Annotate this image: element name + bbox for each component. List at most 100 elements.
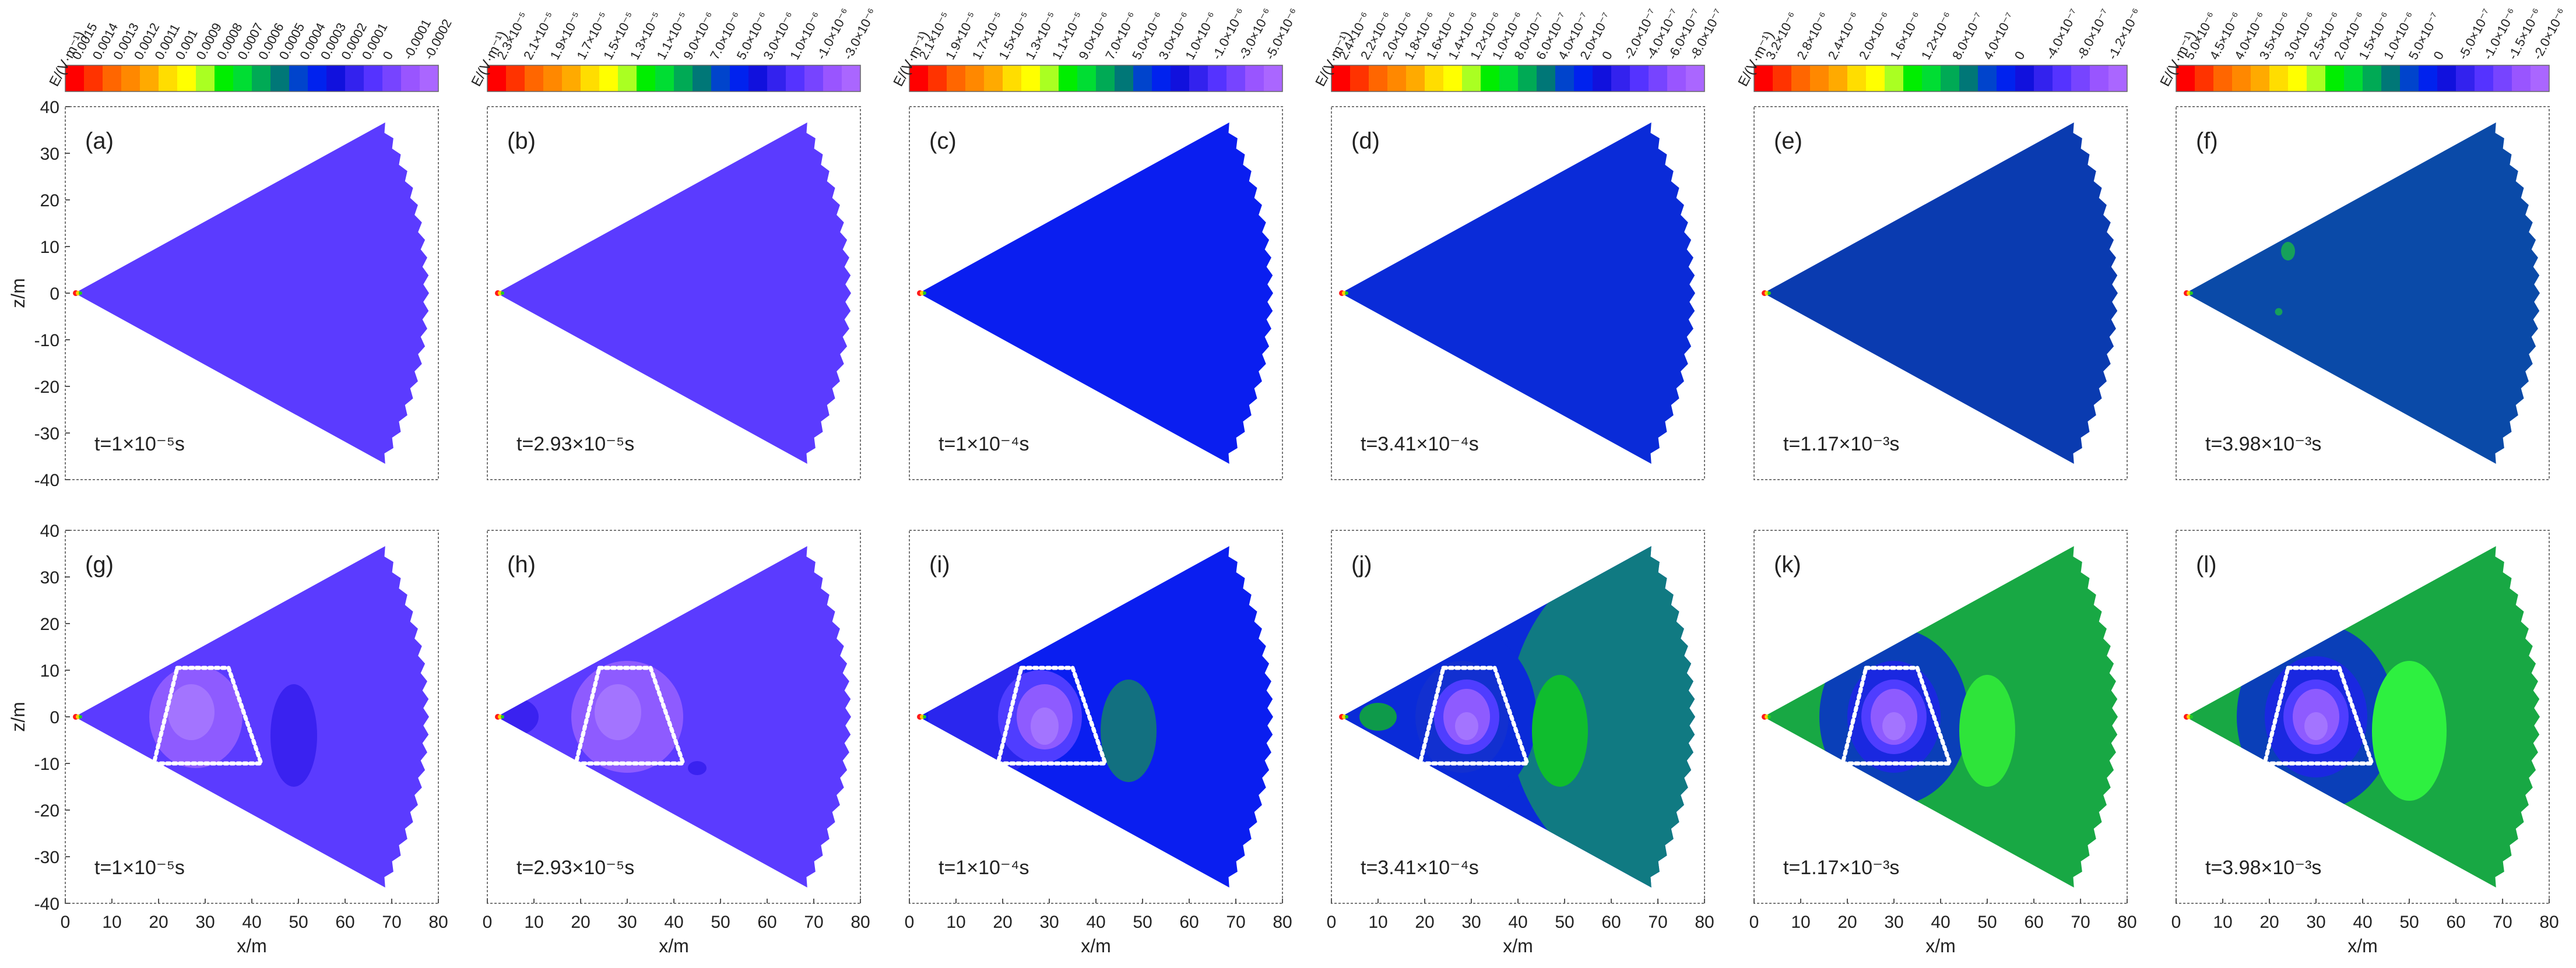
x-tick-label: 60 xyxy=(757,913,776,932)
colorbar-swatch xyxy=(1773,65,1792,91)
fan-region xyxy=(919,122,1273,464)
colorbar-swatch xyxy=(1387,65,1407,91)
x-tick-label: 70 xyxy=(382,913,401,932)
colorbar-swatch xyxy=(965,65,985,91)
y-tick-label: 30 xyxy=(40,568,59,587)
panel-label: (f) xyxy=(2196,128,2218,154)
y-tick-label: -40 xyxy=(34,895,59,914)
x-tick-label: 30 xyxy=(2306,913,2325,932)
colorbar-swatch xyxy=(1059,65,1078,91)
colorbar-swatch xyxy=(984,65,1003,91)
panel-label: (g) xyxy=(85,552,114,578)
colorbar-swatch xyxy=(1077,65,1097,91)
colorbar-swatch xyxy=(581,65,600,91)
panel-label: (i) xyxy=(929,552,950,578)
field-contour xyxy=(2315,146,2327,160)
y-tick-label: 30 xyxy=(40,145,59,164)
colorbar-3: 2.1×10⁻⁵1.9×10⁻⁵1.7×10⁻⁵1.5×10⁻⁵1.3×10⁻⁵… xyxy=(890,6,1302,92)
colorbar-swatch xyxy=(65,65,85,91)
colorbar-swatch xyxy=(674,65,693,91)
x-tick-label: 30 xyxy=(1461,913,1481,932)
field-contours xyxy=(497,661,707,775)
x-tick-label: 60 xyxy=(1601,913,1621,932)
colorbar-swatch xyxy=(1096,65,1115,91)
panel-i: (i) t=1×10⁻⁴s 0 10 20 30 40 50 60 70 80 x/m xyxy=(905,530,1292,956)
colorbar-swatch xyxy=(2475,65,2494,91)
colorbar-swatch xyxy=(103,65,122,91)
colorbar-swatch xyxy=(2512,65,2531,91)
plot-frame xyxy=(2176,106,2550,480)
anomaly-outline xyxy=(995,666,1108,766)
x-tick-label: 80 xyxy=(1695,913,1714,932)
panel-c: (c) t=1×10⁻⁴s xyxy=(909,106,1283,480)
x-tick-label: 10 xyxy=(524,913,543,932)
fan-region xyxy=(75,546,429,888)
field-contour xyxy=(1031,707,1059,745)
colorbar-swatch xyxy=(2493,65,2512,91)
x-tick-label: 30 xyxy=(1884,913,1903,932)
colorbar-swatch xyxy=(1630,65,1649,91)
panel-b: (b) t=2.93×10⁻⁵s xyxy=(487,106,861,480)
colorbar-swatch xyxy=(140,65,159,91)
colorbar-swatch xyxy=(177,65,196,91)
colorbar-swatch xyxy=(84,65,103,91)
fan-region xyxy=(1341,122,1695,464)
colorbar-swatch xyxy=(2307,65,2326,91)
x-tick-label: 20 xyxy=(149,913,168,932)
y-tick-label: 40 xyxy=(40,522,59,541)
x-tick-label: 30 xyxy=(1039,913,1059,932)
panel-f: (f) t=3.98×10⁻³s xyxy=(2176,106,2550,480)
colorbar-swatch xyxy=(730,65,749,91)
x-axis-label: x/m xyxy=(2347,935,2378,956)
colorbar-swatch xyxy=(326,65,346,91)
field-contour xyxy=(688,761,707,775)
x-tick-label: 50 xyxy=(1977,913,1997,932)
field-contour xyxy=(2199,703,2237,731)
colorbar-swatch xyxy=(1350,65,1369,91)
source-marker xyxy=(923,715,926,719)
source-marker xyxy=(923,291,926,295)
colorbar-swatch xyxy=(1941,65,1960,91)
x-tick-label: 10 xyxy=(1791,913,1810,932)
x-tick-label: 70 xyxy=(804,913,823,932)
anomaly-outline xyxy=(573,666,686,766)
colorbar-swatch xyxy=(842,65,861,91)
time-label: t=3.98×10⁻³s xyxy=(2205,433,2321,455)
colorbar-swatch xyxy=(2363,65,2382,91)
colorbar-tick-label: 0 xyxy=(1599,49,1615,62)
x-tick-label: 50 xyxy=(2399,913,2419,932)
field-contour xyxy=(595,684,641,740)
x-tick-label: 40 xyxy=(1508,913,1527,932)
colorbar-frame xyxy=(487,65,861,92)
colorbar-swatch xyxy=(748,65,768,91)
time-label: t=1×10⁻⁴s xyxy=(939,857,1029,879)
y-tick-label: 20 xyxy=(40,191,59,210)
field-contour xyxy=(1455,712,1478,740)
source-marker xyxy=(2190,291,2193,295)
panel-k: (k) t=1.17×10⁻³s 0 10 20 30 40 50 60 70 80 x/m xyxy=(1749,530,2137,956)
panel-d: (d) t=3.41×10⁻⁴s xyxy=(1331,106,1705,480)
x-tick-label: 70 xyxy=(1226,913,1245,932)
colorbar-swatch xyxy=(2251,65,2270,91)
panel-label: (h) xyxy=(507,552,536,578)
field-contours xyxy=(1777,628,2015,805)
fan-region xyxy=(2185,122,2540,464)
source-marker xyxy=(79,715,82,719)
source-marker xyxy=(1345,715,1348,719)
y-tick-label: -20 xyxy=(34,801,59,821)
colorbar-swatch xyxy=(2419,65,2438,91)
x-tick-label: 20 xyxy=(1837,913,1857,932)
x-tick-label: 0 xyxy=(61,913,71,932)
colorbar-swatch xyxy=(289,65,308,91)
x-tick-label: 0 xyxy=(1749,913,1759,932)
time-label: t=1.17×10⁻³s xyxy=(1783,433,1899,455)
colorbar-swatch xyxy=(487,65,507,91)
colorbar-swatch xyxy=(159,65,178,91)
colorbar-swatch xyxy=(1481,65,1500,91)
x-tick-label: 20 xyxy=(571,913,590,932)
anomaly-outline xyxy=(1840,666,1953,766)
panel-j: (j) t=3.41×10⁻⁴s 0 10 20 30 40 50 60 70 80 x/m xyxy=(1327,530,1714,956)
colorbar-swatch xyxy=(693,65,712,91)
colorbar-swatch xyxy=(928,65,947,91)
colorbar-swatch xyxy=(562,65,581,91)
